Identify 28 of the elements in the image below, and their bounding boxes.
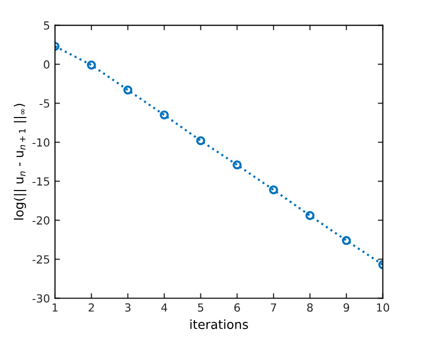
point bbox=[86, 60, 96, 70]
x-tick-label: 4 bbox=[161, 303, 168, 312]
x-axis-title: iterations bbox=[190, 319, 248, 330]
y-axis-title: log(|| u$_{n}$ - u$_{n+1}$ ||$_{∞}$) bbox=[14, 104, 26, 220]
point bbox=[342, 236, 351, 246]
point bbox=[232, 160, 242, 170]
x-tick-label: 6 bbox=[234, 303, 240, 312]
x-tick-label: 5 bbox=[198, 303, 204, 312]
y-tick-label: 5 bbox=[44, 21, 50, 30]
point bbox=[196, 136, 206, 146]
point bbox=[160, 110, 169, 120]
x-tick-label: 8 bbox=[307, 303, 313, 312]
y-tick-label: -25 bbox=[32, 255, 50, 264]
point bbox=[305, 211, 314, 220]
x-tick-label: 2 bbox=[88, 303, 94, 312]
y-tick-label: -5 bbox=[40, 99, 50, 108]
y-tick-label: -30 bbox=[32, 294, 50, 303]
x-tick-label: 7 bbox=[270, 303, 276, 312]
x-tick-label: 1 bbox=[52, 303, 58, 312]
x-tick-label: 3 bbox=[125, 303, 130, 312]
y-tick-label: -15 bbox=[32, 177, 50, 186]
x-tick-label: 10 bbox=[376, 303, 390, 312]
x-tick-label: 9 bbox=[344, 303, 350, 312]
y-tick-label: -10 bbox=[32, 138, 50, 147]
y-tick-label: 0 bbox=[44, 60, 50, 69]
point bbox=[123, 85, 132, 95]
point bbox=[269, 185, 278, 194]
y-tick-label: -20 bbox=[32, 216, 50, 225]
